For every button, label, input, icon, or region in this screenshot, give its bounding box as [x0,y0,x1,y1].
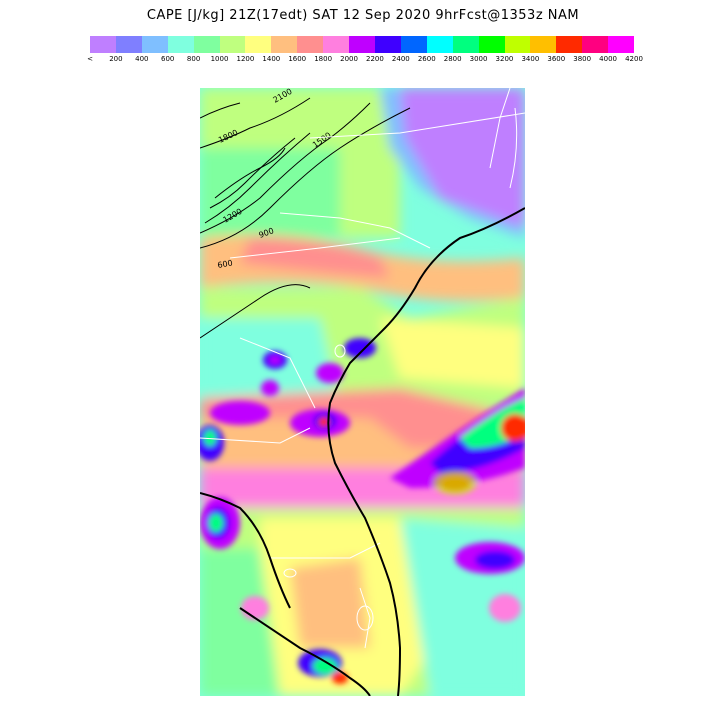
state-borders [200,88,525,649]
legend-label: 3600 [547,55,566,63]
legend-swatch [219,36,246,53]
legend-label: 1000 [210,55,229,63]
legend-swatch [608,36,635,53]
cape-contours [200,97,411,339]
legend-swatch [193,36,220,53]
legend-swatch [115,36,142,53]
legend-swatch [349,36,375,53]
legend-swatch [426,36,453,53]
legend-swatch [141,36,168,53]
lakes [283,107,518,631]
legend-label: 200 [109,55,123,63]
legend-label: 3200 [495,55,514,63]
legend-label: 1800 [314,55,333,63]
legend-swatch [478,36,505,53]
legend-swatch [271,36,298,53]
legend-swatch [374,36,401,53]
legend-swatch [297,36,324,53]
legend-label: 3400 [521,55,540,63]
legend-swatch [452,36,479,53]
legend-swatch [556,36,583,53]
legend-swatch [90,36,116,53]
legend-swatch [530,36,557,53]
legend-label: 2800 [443,55,462,63]
cape-legend-labels: <200 400 600 800 1000 1200 1400 1600 1800 2000 220… [87,55,643,67]
legend-label: 600 [161,55,175,63]
map-title: CAPE [J/kg] 21Z(17edt) SAT 12 Sep 2020 9… [146,8,580,23]
cape-map-canvas: 2100 1800 1500 1200 900 600 [200,88,525,696]
legend-label: 800 [186,55,201,63]
legend-label: 4000 [599,55,618,63]
legend-swatch [504,36,531,53]
svg-text:600: 600 [217,258,234,270]
legend-swatch [167,36,194,53]
legend-swatch [582,36,609,53]
legend-label: 2400 [391,55,410,63]
legend-label: < [87,55,93,63]
legend-label: 1200 [236,55,255,63]
legend-swatch [245,36,272,53]
legend-label: 1600 [288,55,307,63]
cape-map: 2100 1800 1500 1200 900 600 [200,88,525,696]
cape-color-legend [90,36,635,53]
legend-label: 4200 [625,55,643,63]
legend-label: 3800 [573,55,592,63]
legend-label: 2600 [417,55,436,63]
coastline [200,207,525,696]
legend-label: 400 [135,55,149,63]
legend-swatch [400,36,427,53]
legend-label: 2000 [340,55,358,63]
legend-swatch [323,36,350,53]
legend-label: 2200 [366,55,384,63]
cape-maxima [200,338,525,684]
legend-label: 1400 [262,55,281,63]
legend-label: 3000 [469,55,488,63]
